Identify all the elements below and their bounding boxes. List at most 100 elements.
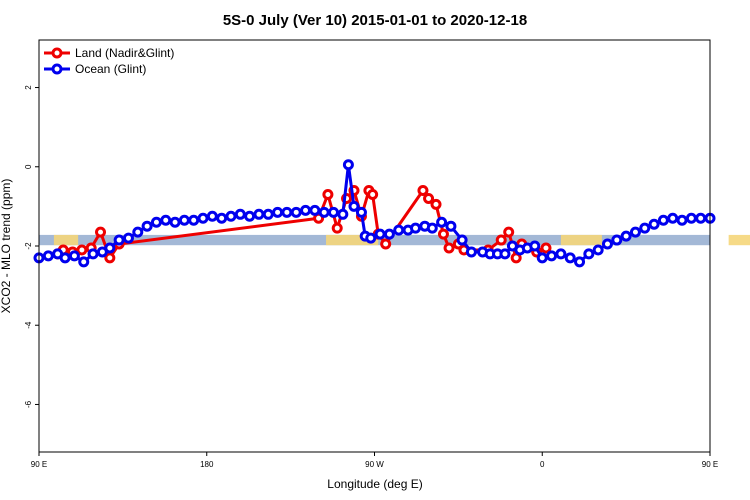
- plot-area: [33, 159, 750, 268]
- data-point: [318, 206, 330, 218]
- data-point: [197, 212, 209, 224]
- data-point: [290, 206, 302, 218]
- data-point: [639, 222, 651, 234]
- data-point: [178, 214, 190, 226]
- data-point: [426, 222, 438, 234]
- data-point: [76, 244, 88, 256]
- data-point: [437, 228, 449, 240]
- data-point: [113, 234, 125, 246]
- data-point: [410, 222, 422, 234]
- data-point: [667, 212, 679, 224]
- data-point: [592, 244, 604, 256]
- data-point: [355, 206, 367, 218]
- data-point: [685, 212, 697, 224]
- data-point: [253, 208, 265, 220]
- data-point: [555, 248, 567, 260]
- x-tick-label: 90 E: [702, 460, 718, 469]
- data-point: [87, 248, 99, 260]
- legend-label-ocean: Ocean (Glint): [75, 62, 146, 76]
- y-tick-label: -6: [24, 400, 33, 408]
- y-tick-label: 2: [24, 85, 33, 90]
- data-point: [695, 212, 707, 224]
- data-point: [445, 220, 457, 232]
- data-point: [499, 248, 511, 260]
- data-point: [529, 240, 541, 252]
- data-point: [574, 256, 586, 268]
- data-point: [436, 216, 448, 228]
- data-point: [383, 228, 395, 240]
- data-point: [503, 226, 515, 238]
- x-tick-label: 180: [200, 460, 214, 469]
- data-point: [417, 185, 429, 197]
- data-point: [206, 210, 218, 222]
- data-point: [564, 252, 576, 264]
- x-tick-label: 90 E: [31, 460, 47, 469]
- data-point: [300, 204, 312, 216]
- data-point: [281, 206, 293, 218]
- data-point: [104, 252, 116, 264]
- data-point: [546, 250, 558, 262]
- data-point: [540, 242, 552, 254]
- data-point: [272, 206, 284, 218]
- data-point: [59, 252, 71, 264]
- data-point: [95, 226, 107, 238]
- data-point: [611, 234, 623, 246]
- data-point: [374, 228, 386, 240]
- x-axis-label: Longitude (deg E): [327, 477, 422, 491]
- data-point: [337, 208, 349, 220]
- data-point: [225, 210, 237, 222]
- data-point: [629, 226, 641, 238]
- legend: Land (Nadir&Glint) Ocean (Glint): [44, 46, 174, 76]
- data-point: [42, 250, 54, 262]
- data-point: [234, 208, 246, 220]
- data-point: [150, 216, 162, 228]
- data-point: [331, 222, 343, 234]
- data-point: [601, 238, 613, 250]
- data-point: [141, 220, 153, 232]
- land-segment: [560, 234, 602, 246]
- data-point: [309, 204, 321, 216]
- data-point: [262, 208, 274, 220]
- data-point: [188, 214, 200, 226]
- data-point: [327, 206, 339, 218]
- data-point: [122, 232, 134, 244]
- data-point: [648, 218, 660, 230]
- data-point: [68, 250, 80, 262]
- data-point: [465, 246, 477, 258]
- data-point: [620, 230, 632, 242]
- data-point: [104, 242, 116, 254]
- legend-marker-ocean: [51, 63, 63, 75]
- data-point: [583, 248, 595, 260]
- data-point: [676, 214, 688, 226]
- land-segment: [728, 234, 750, 246]
- y-tick-label: 0: [24, 164, 33, 169]
- data-point: [169, 216, 181, 228]
- data-point: [393, 224, 405, 236]
- y-tick-label: -2: [24, 242, 33, 250]
- data-point: [216, 212, 228, 224]
- data-point: [78, 256, 90, 268]
- data-point: [423, 192, 435, 204]
- data-point: [367, 189, 379, 200]
- x-tick-label: 0: [540, 460, 545, 469]
- data-point: [430, 198, 442, 210]
- data-point: [342, 159, 354, 171]
- land-segment: [53, 234, 79, 246]
- data-point: [244, 210, 256, 222]
- legend-marker-land: [51, 47, 63, 59]
- x-tick-label: 90 W: [365, 460, 384, 469]
- data-point: [380, 238, 392, 250]
- y-tick-label: -4: [24, 321, 33, 329]
- data-point: [536, 252, 548, 264]
- legend-label-land: Land (Nadir&Glint): [75, 46, 174, 60]
- data-point: [132, 226, 144, 238]
- data-point: [495, 234, 507, 246]
- y-axis: 2 0 -2 -4 -6: [24, 85, 39, 408]
- data-point: [456, 234, 468, 246]
- y-axis-label: XCO2 - MLO trend (ppm): [0, 179, 13, 314]
- data-point: [348, 200, 360, 212]
- data-point: [365, 232, 377, 244]
- data-point: [657, 214, 669, 226]
